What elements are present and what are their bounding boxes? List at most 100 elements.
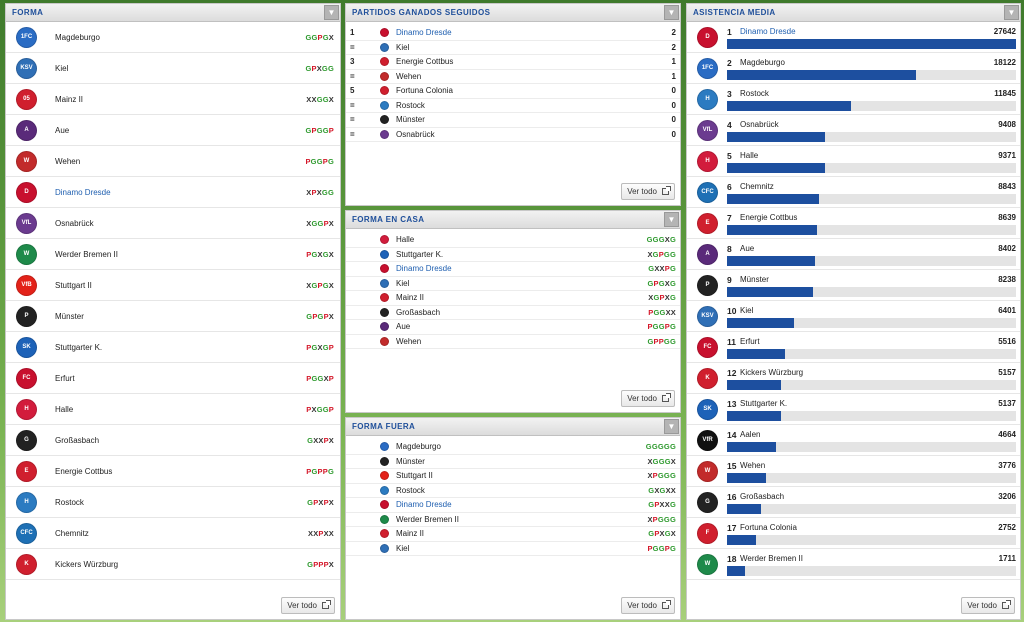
team-name[interactable]: Münster — [396, 456, 425, 466]
team-name[interactable]: Kiel — [396, 543, 410, 553]
team-name[interactable]: Energie Cottbus — [55, 466, 113, 476]
forma-row[interactable]: 1FC Magdeburgo GGPGX — [6, 22, 340, 53]
team-name[interactable]: Münster — [55, 311, 84, 321]
forma-row[interactable]: FC Erfurt PGGXP — [6, 363, 340, 394]
asistencia-row[interactable]: K 12 Kickers Würzburg 5157 — [687, 363, 1020, 394]
fuera-row[interactable]: Dinamo Dresde GPXXG — [346, 498, 680, 513]
fuera-row[interactable]: Werder Bremen II XPGGG — [346, 513, 680, 527]
forma-row[interactable]: H Rostock GPXPX — [6, 487, 340, 518]
asistencia-row[interactable]: SK 13 Stuttgarter K. 5137 — [687, 394, 1020, 425]
team-name[interactable]: Rostock — [396, 485, 425, 495]
team-name[interactable]: Stuttgarter K. — [396, 249, 444, 259]
fuera-row[interactable]: Rostock GXGXX — [346, 484, 680, 498]
asistencia-row[interactable]: 1FC 2 Magdeburgo 18122 — [687, 53, 1020, 84]
team-name[interactable]: Werder Bremen II — [740, 554, 803, 563]
asistencia-row[interactable]: FC 11 Erfurt 5516 — [687, 332, 1020, 363]
team-name[interactable]: Werder Bremen II — [396, 514, 459, 524]
forma-row[interactable]: W Wehen PGGPG — [6, 146, 340, 177]
forma-row[interactable]: VfL Osnabrück XGGPX — [6, 208, 340, 239]
forma-row[interactable]: D Dinamo Dresde XPXGG — [6, 177, 340, 208]
asistencia-view-all-button[interactable]: Ver todo — [961, 597, 1015, 614]
casa-row[interactable]: Kiel GPGXG — [346, 277, 680, 291]
asistencia-row[interactable]: P 9 Münster 8238 — [687, 270, 1020, 301]
forma-row[interactable]: K Kickers Würzburg GPPPX — [6, 549, 340, 580]
team-name[interactable]: Aalen — [740, 430, 761, 439]
forma-row[interactable]: CFC Chemnitz XXPXX — [6, 518, 340, 549]
asistencia-row[interactable]: H 5 Halle 9371 — [687, 146, 1020, 177]
team-name[interactable]: Dinamo Dresde — [740, 27, 796, 36]
forma-view-all-button[interactable]: Ver todo — [281, 597, 335, 614]
team-name[interactable]: Magdeburgo — [55, 32, 100, 42]
team-name[interactable]: Mainz II — [396, 293, 425, 303]
forma-row[interactable]: A Aue GPGGP — [6, 115, 340, 146]
asistencia-row[interactable]: A 8 Aue 8402 — [687, 239, 1020, 270]
ganados-row[interactable]: = Kiel 2 — [346, 41, 680, 55]
fuera-row[interactable]: Magdeburgo GGGGG — [346, 440, 680, 455]
team-name[interactable]: Kickers Würzburg — [55, 559, 119, 569]
team-name[interactable]: Rostock — [740, 89, 769, 98]
casa-row[interactable]: Halle GGGXG — [346, 233, 680, 248]
casa-row[interactable]: Aue PGGPG — [346, 320, 680, 335]
ganados-row[interactable]: = Osnabrück 0 — [346, 128, 680, 142]
team-name[interactable]: Kiel — [740, 306, 754, 315]
team-name[interactable]: Energie Cottbus — [740, 213, 798, 222]
team-name[interactable]: Aue — [740, 244, 755, 253]
casa-row[interactable]: Großasbach PGGXX — [346, 306, 680, 320]
ganados-row[interactable]: 1 Dinamo Dresde 2 — [346, 26, 680, 41]
asistencia-row[interactable]: CFC 6 Chemnitz 8843 — [687, 177, 1020, 208]
ganados-row[interactable]: = Münster 0 — [346, 113, 680, 128]
team-name[interactable]: Energie Cottbus — [396, 57, 454, 67]
fuera-row[interactable]: Stuttgart II XPGGG — [346, 469, 680, 484]
ganados-row[interactable]: 5 Fortuna Colonia 0 — [346, 84, 680, 99]
team-name[interactable]: Kickers Würzburg — [740, 368, 804, 377]
asistencia-row[interactable]: F 17 Fortuna Colonia 2752 — [687, 518, 1020, 549]
asistencia-row[interactable]: KSV 10 Kiel 6401 — [687, 301, 1020, 332]
team-name[interactable]: Stuttgarter K. — [740, 399, 788, 408]
fuera-row[interactable]: Mainz II GPXGX — [346, 527, 680, 542]
forma-row[interactable]: P Münster GPGPX — [6, 301, 340, 332]
chevron-down-icon[interactable]: ▼ — [1004, 5, 1019, 20]
team-name[interactable]: Halle — [740, 151, 759, 160]
team-name[interactable]: Wehen — [396, 71, 422, 81]
forma-row[interactable]: VfB Stuttgart II XGPGX — [6, 270, 340, 301]
team-name[interactable]: Dinamo Dresde — [396, 264, 452, 274]
team-name[interactable]: Fortuna Colonia — [740, 523, 797, 532]
casa-view-all-button[interactable]: Ver todo — [621, 390, 675, 407]
team-name[interactable]: Stuttgart II — [55, 280, 92, 290]
ganados-view-all-button[interactable]: Ver todo — [621, 183, 675, 200]
team-name[interactable]: Mainz II — [55, 94, 84, 104]
team-name[interactable]: Dinamo Dresde — [396, 500, 452, 510]
team-name[interactable]: Aue — [396, 322, 411, 332]
team-name[interactable]: Münster — [396, 115, 425, 125]
team-name[interactable]: Wehen — [740, 461, 766, 470]
team-name[interactable]: Stuttgarter K. — [55, 342, 103, 352]
team-name[interactable]: Rostock — [396, 100, 425, 110]
team-name[interactable]: Fortuna Colonia — [396, 86, 453, 96]
team-name[interactable]: Werder Bremen II — [55, 249, 118, 259]
chevron-down-icon[interactable]: ▼ — [664, 5, 679, 20]
team-name[interactable]: Erfurt — [740, 337, 760, 346]
team-name[interactable]: Großasbach — [740, 492, 785, 501]
team-name[interactable]: Halle — [396, 235, 415, 245]
team-name[interactable]: Stuttgart II — [396, 471, 433, 481]
asistencia-row[interactable]: H 3 Rostock 11845 — [687, 84, 1020, 115]
asistencia-row[interactable]: VfR 14 Aalen 4664 — [687, 425, 1020, 456]
team-name[interactable]: Osnabrück — [740, 120, 779, 129]
forma-row[interactable]: KSV Kiel GPXGG — [6, 53, 340, 84]
team-name[interactable]: Mainz II — [396, 529, 425, 539]
fuera-row[interactable]: Kiel PGGPG — [346, 542, 680, 556]
team-name[interactable]: Osnabrück — [396, 129, 435, 139]
forma-row[interactable]: SK Stuttgarter K. PGXGP — [6, 332, 340, 363]
casa-row[interactable]: Dinamo Dresde GXXPG — [346, 262, 680, 277]
team-name[interactable]: Magdeburgo — [740, 58, 785, 67]
fuera-view-all-button[interactable]: Ver todo — [621, 597, 675, 614]
team-name[interactable]: Aue — [55, 125, 70, 135]
ganados-row[interactable]: = Wehen 1 — [346, 70, 680, 84]
asistencia-row[interactable]: D 1 Dinamo Dresde 27642 — [687, 22, 1020, 53]
forma-row[interactable]: E Energie Cottbus PGPPG — [6, 456, 340, 487]
team-name[interactable]: Kiel — [55, 63, 69, 73]
ganados-row[interactable]: 3 Energie Cottbus 1 — [346, 55, 680, 70]
chevron-down-icon[interactable]: ▼ — [664, 419, 679, 434]
casa-row[interactable]: Wehen GPPGG — [346, 335, 680, 349]
forma-row[interactable]: H Halle PXGGP — [6, 394, 340, 425]
